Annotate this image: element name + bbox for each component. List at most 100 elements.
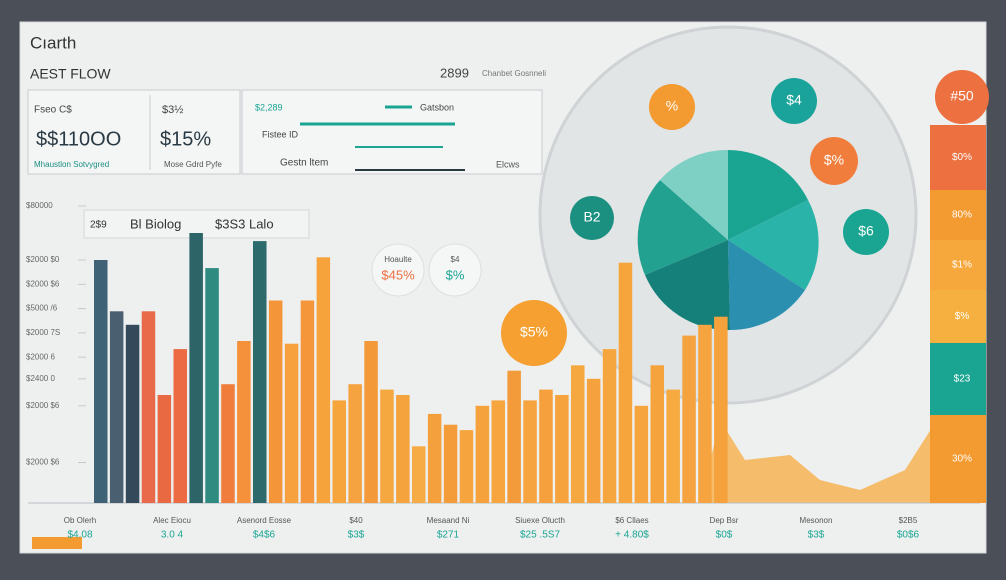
bar [555, 395, 569, 503]
footer-value: $4.08 [67, 530, 92, 541]
bubble [501, 300, 567, 366]
footer-label: $2B5 [899, 516, 918, 525]
footer-label: Mesonon [800, 516, 833, 525]
bar [586, 378, 601, 503]
footer-value: $3$ [808, 530, 825, 541]
bar [125, 324, 140, 503]
kpi-label: Fistee ID [262, 129, 299, 139]
stack-segment [930, 343, 986, 415]
bar [682, 335, 696, 503]
footer-label: Mesaand Ni [427, 516, 470, 525]
bubble-label: $6 [858, 223, 874, 239]
y-tick-label: $2000 $0 [26, 255, 60, 264]
stack-segment [930, 240, 986, 290]
footer-value: $3$ [348, 530, 365, 541]
bar [443, 424, 458, 503]
bar [237, 341, 251, 503]
y-tick-label: $2400 0 [26, 374, 55, 383]
subtitle: AEST FLOW [30, 66, 111, 82]
footer-value: $0$6 [897, 530, 920, 541]
badge-note: Chanbet Gosnneli [482, 69, 546, 78]
chart-tag: 2$9 [90, 220, 107, 231]
kpi-label: Gestn ltem [280, 158, 328, 169]
bar [634, 405, 649, 503]
callout-title: Hoaulte [384, 255, 412, 264]
title: Cıarth [30, 33, 76, 52]
stack-segment [930, 125, 986, 190]
stack-segment [930, 415, 986, 503]
chart-title: Bl Biolog [130, 216, 181, 231]
bar [189, 233, 203, 503]
kpi-note: Mhaustlon Sotvygred [34, 160, 109, 169]
bar [618, 262, 633, 503]
area-decoration [700, 415, 975, 503]
kpi-label: $3½ [162, 104, 183, 116]
bubble-label: #50 [950, 88, 974, 104]
bar [94, 260, 108, 503]
bar [364, 341, 378, 503]
stack-segment [930, 190, 986, 240]
bubble-label: B2 [583, 209, 600, 225]
callout-value: $% [446, 267, 465, 282]
bar [698, 324, 712, 503]
footer-label: Asenord Eosse [237, 516, 292, 525]
footer-value: 3.0 4 [161, 530, 184, 541]
footer-value: + 4.80$ [615, 530, 649, 541]
y-tick-label: $2000 $6 [26, 401, 60, 410]
bar [396, 395, 410, 503]
pie-decoration [637, 149, 819, 331]
bar [268, 300, 283, 503]
y-tick-label: $5000 /6 [26, 304, 58, 313]
bubble [771, 78, 817, 124]
bubble-label: % [666, 98, 678, 114]
stack-label: $1% [952, 260, 972, 271]
callout-title: $4 [451, 255, 460, 264]
bar [412, 446, 426, 503]
bar [300, 300, 315, 503]
bar [650, 365, 665, 503]
bar [602, 349, 617, 503]
bar [491, 400, 506, 503]
bubble [570, 196, 614, 240]
callout [428, 243, 482, 297]
kpi-value: $15% [160, 128, 211, 150]
bubble-label: $4 [786, 92, 802, 108]
y-tick-label: $2000 $6 [26, 279, 60, 288]
bar [332, 400, 347, 503]
bubble-label: $5% [520, 324, 548, 340]
legend-swatch [32, 537, 82, 549]
stack-label: 30% [952, 454, 972, 465]
bubble [810, 137, 858, 185]
footer-label: $6 Cllaes [615, 516, 648, 525]
bar [539, 389, 553, 503]
bar [141, 311, 156, 503]
slice [637, 180, 728, 275]
footer-label: $40 [349, 516, 363, 525]
bar [316, 257, 331, 503]
bar [157, 395, 172, 503]
callout-value: $45% [381, 267, 415, 282]
footer-value: $25 .5S7 [520, 530, 560, 541]
slice [728, 240, 805, 331]
bar [459, 430, 474, 503]
kpi-label: Elcws [496, 159, 520, 169]
bar [507, 370, 521, 503]
kpi-note: Mose Gdrd Pyfe [164, 160, 222, 169]
badge: 2899 [440, 65, 469, 80]
bar [348, 384, 362, 503]
bar [571, 365, 585, 503]
slice [728, 150, 808, 240]
kpi-label: Gatsbon [420, 102, 454, 112]
y-tick-label: $80000 [26, 201, 53, 210]
footer-label: Alec Eiocu [153, 516, 191, 525]
bar [284, 343, 299, 503]
kpi-panel [241, 89, 543, 175]
bubble [649, 84, 695, 130]
kpi-panel [27, 89, 241, 175]
stack-segment [930, 290, 986, 343]
stack-label: $0% [952, 152, 972, 163]
y-tick-label: $2000 $6 [26, 458, 60, 467]
kpi-value: $2,289 [255, 102, 283, 112]
callout [371, 243, 425, 297]
